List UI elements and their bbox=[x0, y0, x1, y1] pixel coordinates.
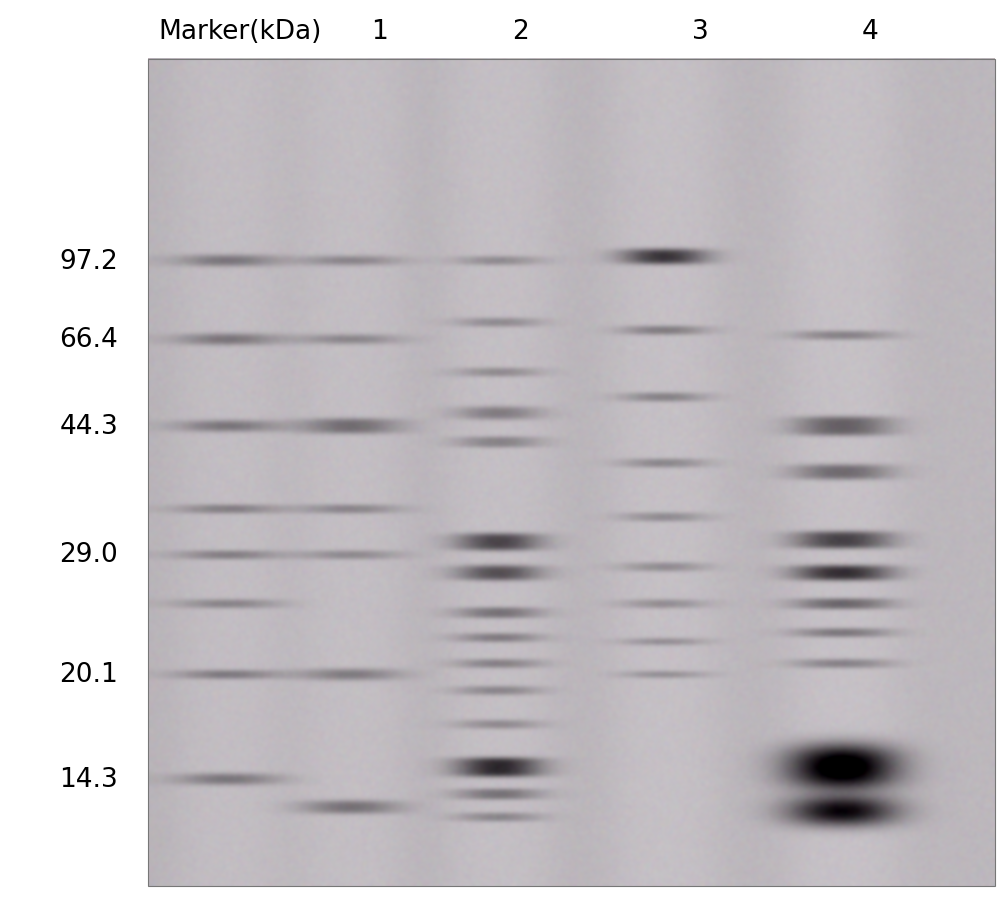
Text: 1: 1 bbox=[372, 19, 388, 45]
Text: Marker(kDa): Marker(kDa) bbox=[158, 19, 322, 45]
Bar bbox=[148, 59, 995, 886]
Text: 3: 3 bbox=[692, 19, 708, 45]
Text: 2: 2 bbox=[512, 19, 528, 45]
Text: 97.2: 97.2 bbox=[59, 249, 118, 275]
Text: 14.3: 14.3 bbox=[59, 767, 118, 794]
Text: 44.3: 44.3 bbox=[59, 415, 118, 440]
Text: 29.0: 29.0 bbox=[59, 543, 118, 568]
Text: 4: 4 bbox=[862, 19, 878, 45]
Text: 66.4: 66.4 bbox=[59, 327, 118, 354]
Text: 20.1: 20.1 bbox=[59, 663, 118, 688]
